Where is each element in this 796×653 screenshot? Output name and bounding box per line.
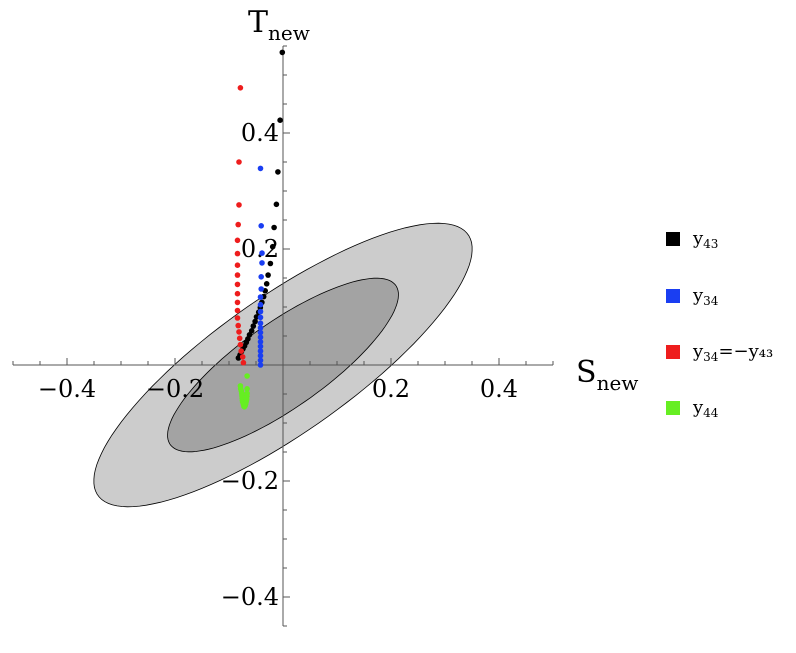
y-axis-title-sub: new bbox=[268, 21, 310, 45]
data-points bbox=[234, 49, 286, 410]
x-axis-title-sub: new bbox=[597, 371, 639, 395]
data-point bbox=[258, 286, 265, 292]
data-point bbox=[257, 339, 264, 345]
data-point bbox=[257, 165, 264, 172]
series-y34 bbox=[257, 165, 265, 368]
data-point bbox=[237, 341, 244, 348]
data-point bbox=[259, 260, 265, 266]
data-point bbox=[258, 223, 265, 229]
data-point bbox=[269, 243, 276, 250]
data-point bbox=[235, 322, 241, 329]
legend-label: y34 bbox=[692, 285, 719, 308]
data-point bbox=[234, 272, 241, 278]
x-axis-title-main: S bbox=[576, 355, 597, 390]
data-point bbox=[236, 335, 243, 342]
data-point bbox=[263, 281, 270, 287]
data-point bbox=[234, 290, 241, 297]
data-point bbox=[239, 354, 246, 360]
data-point bbox=[234, 315, 241, 321]
data-point bbox=[234, 307, 241, 314]
data-point bbox=[236, 159, 242, 165]
data-point bbox=[265, 272, 271, 278]
data-point bbox=[259, 250, 265, 256]
data-point bbox=[257, 314, 264, 321]
data-point bbox=[257, 301, 264, 308]
data-point bbox=[279, 49, 286, 56]
data-point bbox=[234, 262, 241, 269]
data-point bbox=[257, 329, 264, 336]
data-point bbox=[257, 308, 264, 315]
y-tick-label: −0.2 bbox=[221, 467, 279, 495]
legend-label: y43 bbox=[692, 228, 718, 251]
x-tick-label: −0.2 bbox=[146, 375, 204, 403]
data-point bbox=[240, 359, 247, 366]
y-ticks: 0.40.2−0.2−0.4 bbox=[221, 45, 290, 627]
data-point bbox=[244, 390, 250, 397]
data-point bbox=[235, 221, 241, 228]
data-point bbox=[257, 352, 264, 359]
axes: −0.4 −0.2 0.2 0.4 0.4 0.2 −0.2 −0.4 Snew Tnew bbox=[12, 5, 638, 627]
legend: y43 y34 y34=−y₄₃ y44 bbox=[666, 228, 773, 420]
legend-swatch bbox=[666, 345, 680, 359]
data-point bbox=[271, 224, 277, 231]
data-point bbox=[238, 348, 244, 354]
data-point bbox=[257, 362, 264, 368]
data-point bbox=[257, 294, 264, 300]
data-point bbox=[275, 169, 281, 175]
legend-label: y44 bbox=[692, 397, 719, 420]
data-point bbox=[258, 274, 265, 280]
data-point bbox=[252, 318, 258, 325]
data-point bbox=[244, 373, 250, 379]
data-point bbox=[236, 202, 242, 208]
x-tick-label: −0.4 bbox=[38, 375, 96, 403]
data-point bbox=[257, 334, 264, 341]
data-point bbox=[250, 323, 257, 329]
data-point bbox=[234, 237, 241, 244]
data-point bbox=[257, 357, 264, 364]
data-point bbox=[273, 201, 280, 208]
data-point bbox=[234, 250, 241, 257]
x-ticks: −0.4 −0.2 0.2 0.4 bbox=[12, 358, 554, 403]
legend-swatch bbox=[666, 401, 680, 415]
data-point bbox=[236, 329, 242, 335]
legend-swatch bbox=[666, 289, 680, 303]
series-y44 bbox=[237, 373, 250, 410]
legend-label: y34=−y₄₃ bbox=[692, 341, 773, 364]
y-axis-title: Tnew bbox=[248, 5, 310, 45]
data-point bbox=[257, 325, 264, 331]
data-point bbox=[257, 343, 264, 350]
series-y34-neg bbox=[234, 85, 247, 366]
y-tick-label: −0.4 bbox=[221, 583, 279, 611]
data-point bbox=[267, 260, 274, 267]
x-tick-label: 0.4 bbox=[480, 375, 518, 403]
data-point bbox=[277, 117, 283, 123]
x-axis-title: Snew bbox=[576, 355, 638, 395]
data-point bbox=[248, 328, 255, 334]
x-tick-label: 0.2 bbox=[372, 375, 410, 403]
data-point bbox=[237, 85, 244, 91]
data-point bbox=[234, 299, 241, 306]
data-point bbox=[234, 281, 241, 288]
data-point bbox=[244, 386, 250, 392]
y-tick-label: 0.4 bbox=[241, 119, 279, 147]
data-point bbox=[257, 320, 264, 327]
data-point bbox=[257, 348, 264, 354]
y-axis-title-main: T bbox=[248, 5, 268, 40]
legend-swatch bbox=[666, 232, 680, 246]
